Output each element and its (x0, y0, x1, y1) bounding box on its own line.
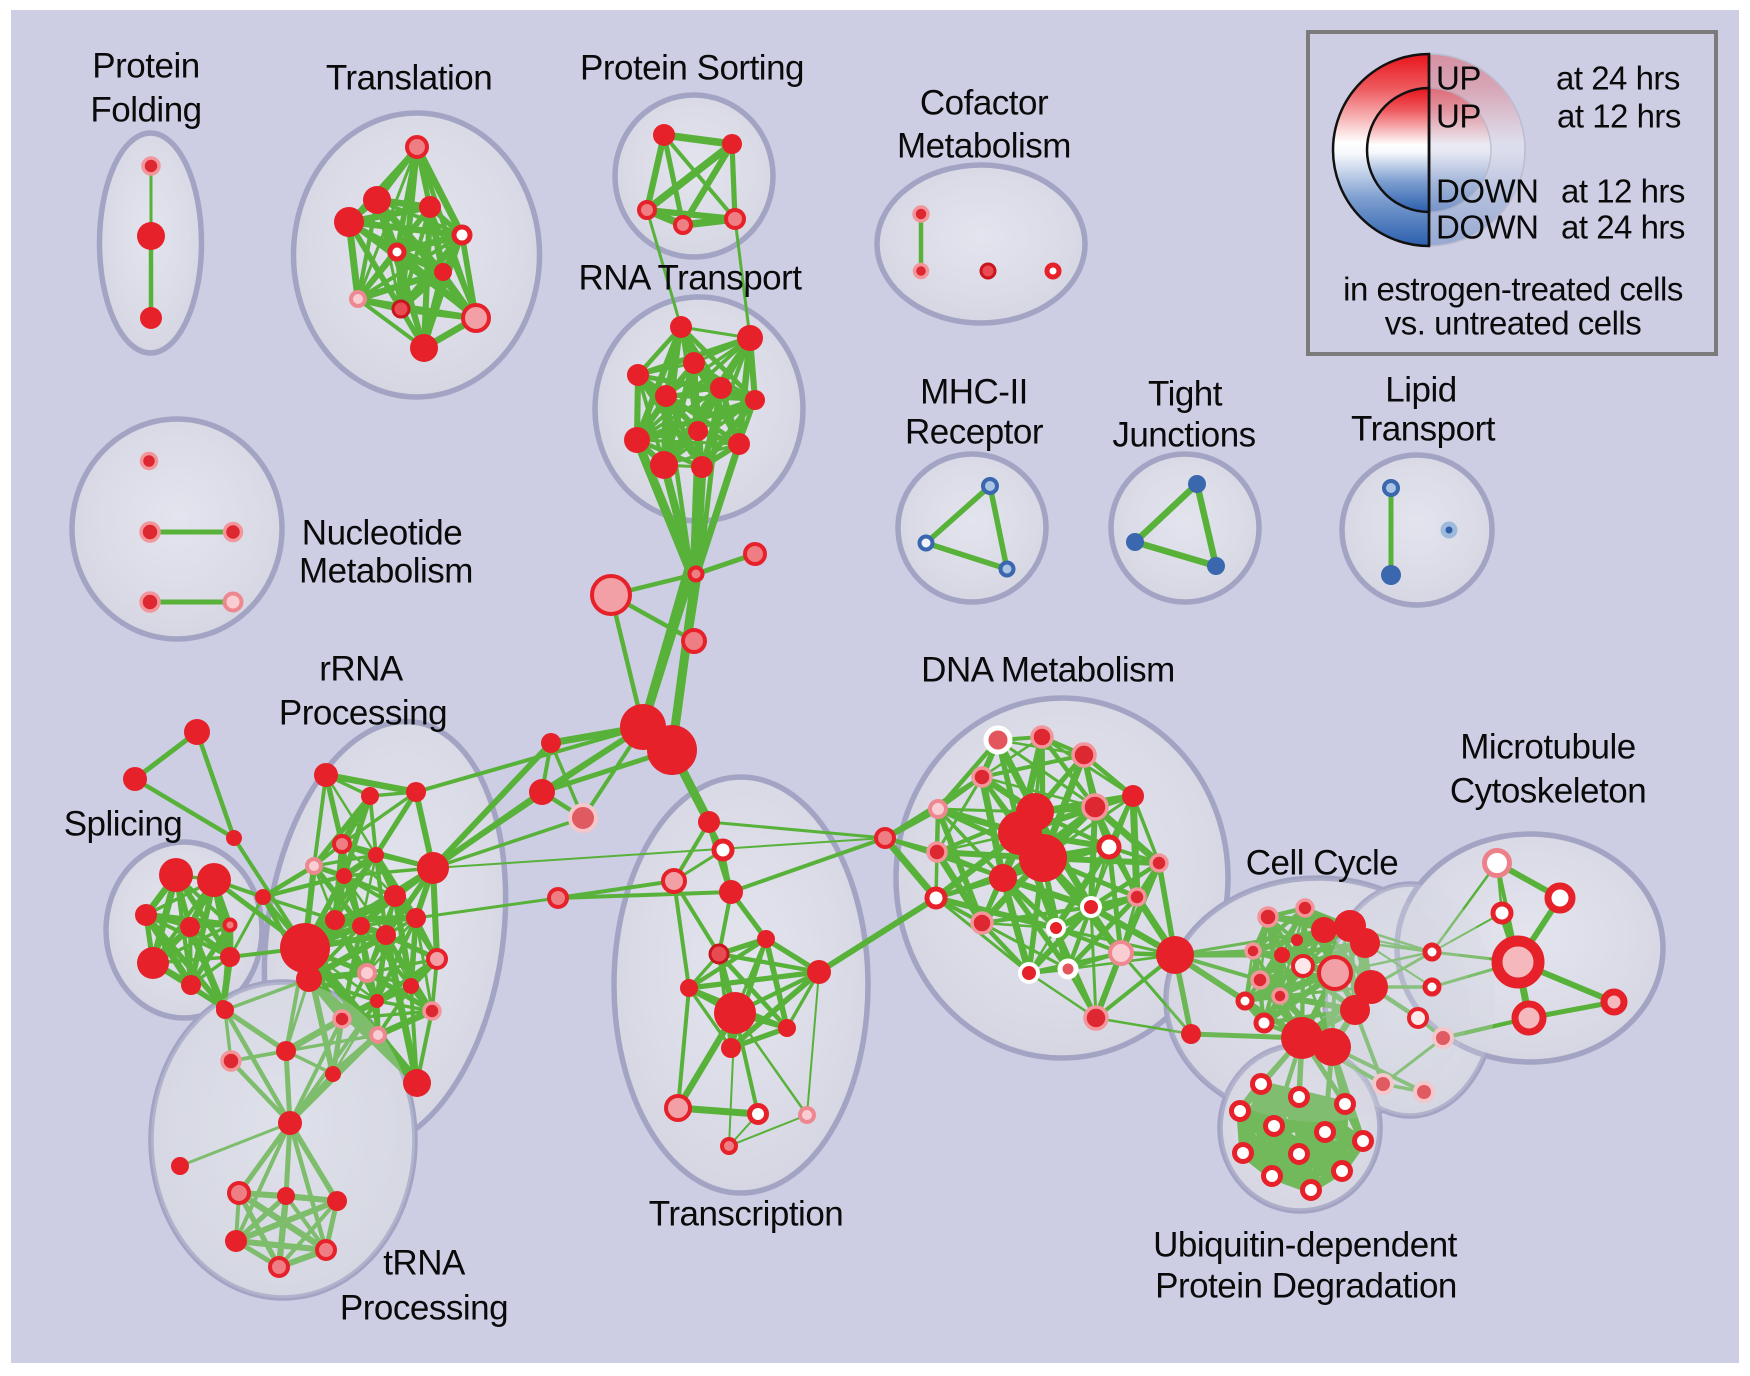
svg-text:Folding: Folding (90, 90, 201, 129)
svg-text:Transcription: Transcription (649, 1194, 844, 1233)
svg-text:Metabolism: Metabolism (299, 551, 473, 590)
svg-text:in estrogen-treated cells: in estrogen-treated cells (1343, 271, 1683, 308)
svg-text:Microtubule: Microtubule (1460, 727, 1635, 766)
svg-text:at 12 hrs: at 12 hrs (1561, 173, 1685, 210)
svg-text:Cofactor: Cofactor (920, 83, 1049, 122)
svg-text:Translation: Translation (326, 58, 492, 97)
svg-text:tRNA: tRNA (383, 1243, 466, 1282)
svg-text:DOWN: DOWN (1436, 209, 1538, 246)
svg-text:Cytoskeleton: Cytoskeleton (1450, 771, 1646, 810)
svg-text:Splicing: Splicing (64, 804, 183, 843)
svg-text:Tight: Tight (1148, 374, 1223, 413)
svg-text:Ubiquitin-dependent: Ubiquitin-dependent (1153, 1225, 1458, 1264)
svg-text:UP: UP (1436, 98, 1481, 135)
svg-text:DOWN: DOWN (1436, 173, 1538, 210)
svg-text:Lipid: Lipid (1385, 370, 1456, 409)
svg-text:rRNA: rRNA (319, 649, 404, 688)
svg-text:UP: UP (1436, 60, 1481, 97)
svg-text:RNA Transport: RNA Transport (578, 258, 802, 297)
svg-text:Protein Degradation: Protein Degradation (1155, 1266, 1457, 1305)
svg-text:Protein: Protein (92, 46, 199, 85)
svg-text:Protein Sorting: Protein Sorting (580, 48, 804, 87)
svg-text:Nucleotide: Nucleotide (302, 513, 462, 552)
svg-text:at 24 hrs: at 24 hrs (1561, 209, 1685, 246)
svg-text:Receptor: Receptor (905, 412, 1044, 451)
svg-text:vs. untreated cells: vs. untreated cells (1385, 305, 1641, 342)
svg-text:Metabolism: Metabolism (897, 126, 1071, 165)
svg-text:Transport: Transport (1351, 409, 1496, 448)
svg-text:Processing: Processing (340, 1288, 508, 1327)
svg-text:at 24 hrs: at 24 hrs (1556, 60, 1680, 97)
svg-text:MHC-II: MHC-II (920, 372, 1028, 411)
svg-text:Processing: Processing (279, 693, 447, 732)
svg-text:Cell Cycle: Cell Cycle (1246, 843, 1399, 882)
svg-text:Junctions: Junctions (1112, 415, 1255, 454)
svg-text:at 12 hrs: at 12 hrs (1557, 98, 1681, 135)
svg-text:DNA Metabolism: DNA Metabolism (921, 650, 1175, 689)
